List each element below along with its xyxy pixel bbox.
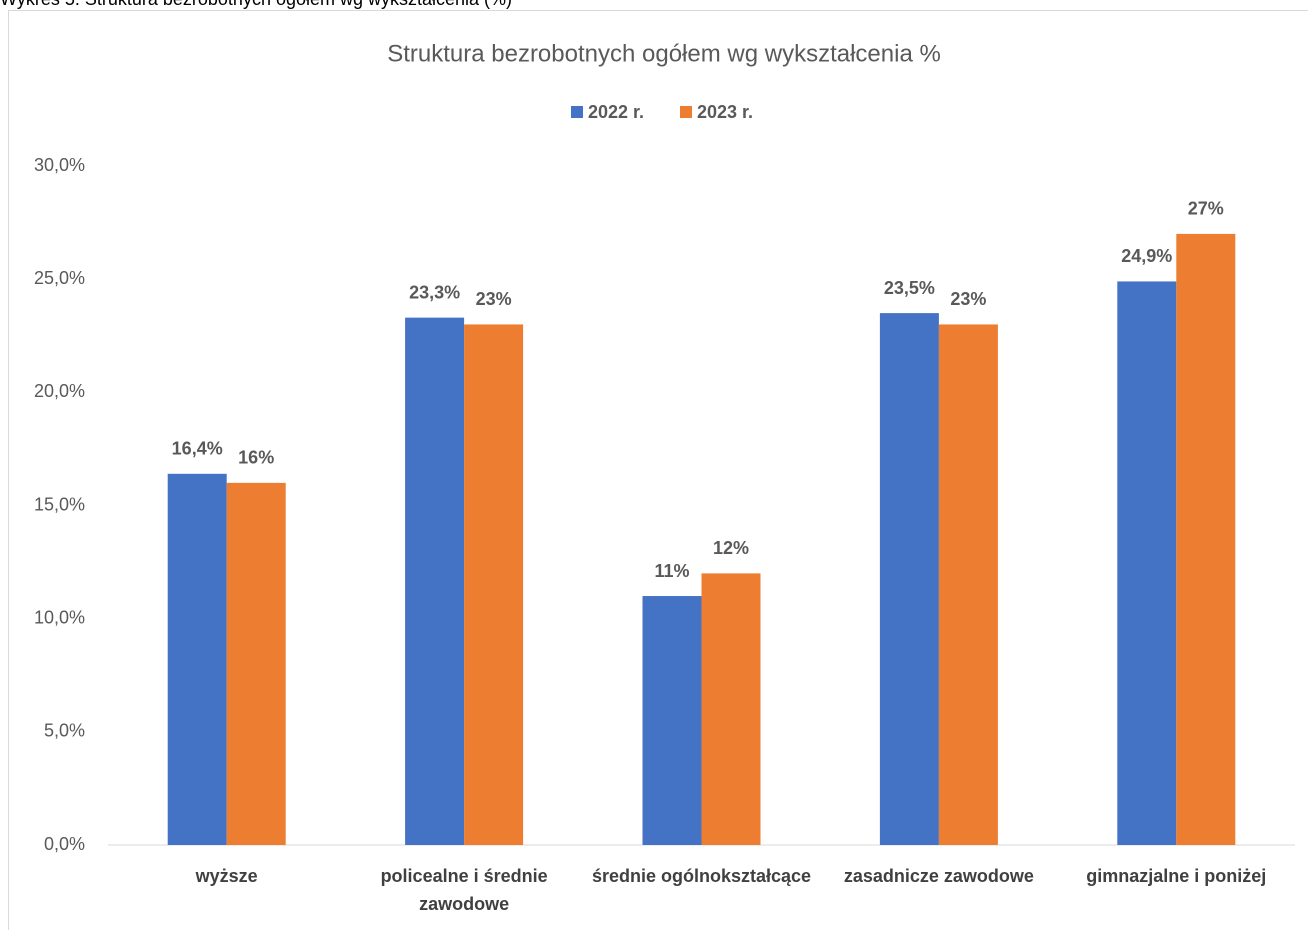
chart-title: Struktura bezrobotnych ogółem wg wykszta… bbox=[387, 40, 941, 67]
caption: Wykres 5. Struktura bezrobotnych ogółem … bbox=[0, 0, 512, 10]
y-tick-label: 5,0% bbox=[44, 721, 85, 741]
y-tick-label: 30,0% bbox=[34, 155, 85, 175]
bar bbox=[642, 596, 702, 845]
legend-label: 2022 r. bbox=[588, 102, 644, 122]
x-tick-label: gimnazjalne i poniżej bbox=[1086, 866, 1267, 886]
y-tick-label: 20,0% bbox=[34, 381, 85, 401]
data-label: 23% bbox=[950, 289, 986, 309]
y-tick-label: 10,0% bbox=[34, 607, 85, 627]
x-tick-label: zasadnicze zawodowe bbox=[843, 866, 1034, 886]
bar bbox=[1176, 233, 1236, 845]
data-label: 23,5% bbox=[884, 278, 935, 298]
bar bbox=[1117, 281, 1177, 845]
data-label: 11% bbox=[654, 561, 689, 581]
data-label: 24,9% bbox=[1121, 246, 1172, 266]
bar bbox=[938, 324, 998, 845]
bar bbox=[464, 324, 524, 845]
bar bbox=[879, 313, 939, 845]
data-label: 23% bbox=[476, 289, 512, 309]
data-label: 27% bbox=[1188, 199, 1224, 219]
bar bbox=[405, 317, 465, 846]
legend-swatch bbox=[680, 106, 692, 118]
y-tick-label: 25,0% bbox=[34, 268, 85, 288]
x-tick-label: wyższe bbox=[195, 866, 258, 886]
x-tick-label: średnie ogólnokształcące bbox=[591, 866, 812, 886]
data-label: 16% bbox=[238, 448, 274, 468]
bar bbox=[701, 573, 761, 845]
data-label: 12% bbox=[713, 538, 749, 558]
legend-swatch bbox=[571, 106, 583, 118]
data-label: 16,4% bbox=[172, 439, 223, 459]
x-tick-label: policealne i średnie zawodowe bbox=[380, 866, 548, 914]
y-tick-label: 0,0% bbox=[44, 834, 85, 854]
data-label: 23,3% bbox=[409, 282, 460, 302]
legend-label: 2023 r. bbox=[697, 102, 753, 122]
y-tick-label: 15,0% bbox=[34, 494, 85, 514]
chart-frame bbox=[8, 10, 1308, 930]
bar bbox=[226, 482, 286, 845]
bar bbox=[167, 473, 227, 845]
